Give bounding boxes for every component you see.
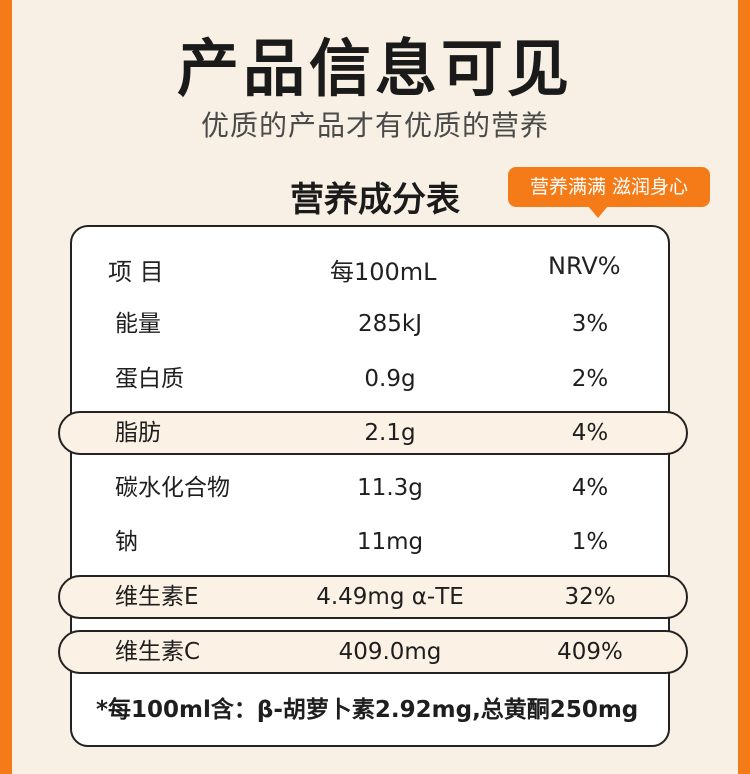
nutrient-name: 脂肪 [115, 420, 161, 446]
nutrient-amount: 409.0mg [338, 639, 442, 665]
table-footnote: *每100ml含：β-胡萝卜素2.92mg,总黄酮250mg [96, 697, 639, 723]
column-header-item: 项 目 [108, 258, 164, 286]
nutrient-name: 蛋白质 [115, 366, 184, 392]
left-accent-border [0, 0, 12, 774]
promo-badge: 营养满满 滋润身心 [508, 167, 710, 207]
nutrient-name: 能量 [115, 311, 161, 337]
nutrient-name: 钠 [115, 529, 138, 555]
nutrient-amount: 4.49mg α-TE [316, 584, 464, 610]
page-title: 产品信息可见 [176, 32, 573, 105]
column-header-per-amount: 每100mL [330, 258, 437, 286]
nutrient-nrv: 1% [571, 529, 609, 555]
nutrient-nrv: 409% [557, 639, 623, 665]
nutrient-amount: 285kJ [357, 311, 422, 337]
row-highlight [58, 411, 688, 455]
table-row: 钠 11mg 1% [0, 520, 750, 564]
nutrient-nrv: 4% [571, 475, 609, 501]
nutrient-amount: 11.3g [357, 475, 423, 501]
nutrient-nrv: 32% [564, 584, 616, 610]
nutrient-amount: 0.9g [364, 366, 416, 392]
table-heading: 营养成分表 [290, 180, 460, 220]
nutrient-nrv: 2% [571, 366, 609, 392]
promo-badge-pointer [588, 206, 608, 218]
table-row: 维生素C 409.0mg 409% [0, 630, 750, 674]
column-header-nrv: NRV% [548, 252, 621, 280]
table-row: 碳水化合物 11.3g 4% [0, 466, 750, 510]
table-row: 能量 285kJ 3% [0, 302, 750, 346]
table-row: 维生素E 4.49mg α-TE 32% [0, 575, 750, 619]
nutrient-name: 维生素E [115, 584, 199, 610]
nutrient-name: 维生素C [115, 639, 201, 665]
table-row: 脂肪 2.1g 4% [0, 411, 750, 455]
row-highlight [58, 630, 688, 674]
nutrient-nrv: 3% [571, 311, 609, 337]
page-subtitle: 优质的产品才有优质的营养 [200, 109, 549, 142]
nutrient-amount: 2.1g [364, 420, 416, 446]
nutrient-name: 碳水化合物 [115, 475, 230, 501]
nutrient-nrv: 4% [571, 420, 609, 446]
right-accent-border [738, 0, 750, 774]
row-highlight [58, 575, 688, 619]
table-row: 蛋白质 0.9g 2% [0, 357, 750, 401]
nutrient-amount: 11mg [356, 529, 424, 555]
